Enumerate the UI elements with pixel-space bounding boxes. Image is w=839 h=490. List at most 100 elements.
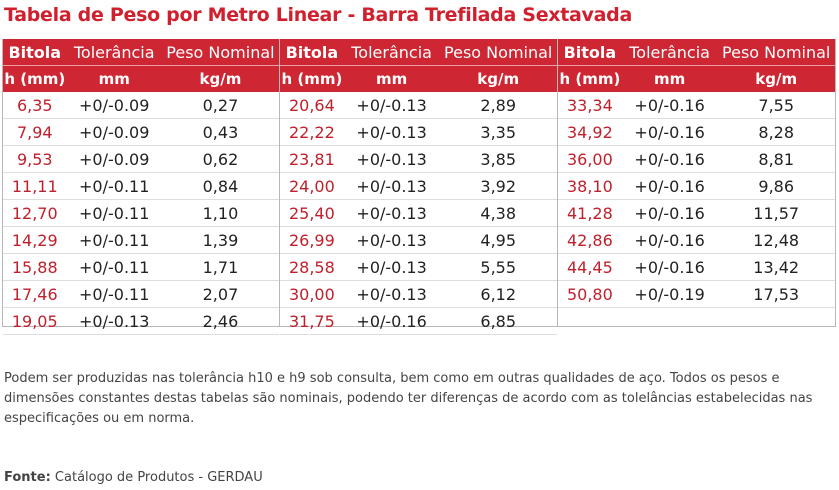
- cell-bitola: 38,10: [566, 176, 613, 196]
- cell-tolerancia: +0/-0.11: [79, 203, 150, 223]
- table-row: 41,28 +0/-0.16 11,57: [558, 200, 835, 227]
- table-row: 7,94 +0/-0.09 0,43: [3, 119, 279, 146]
- table-row: 22,22 +0/-0.13 3,35: [280, 119, 557, 146]
- cell-bitola: 30,00: [288, 284, 335, 304]
- cell-tolerancia: +0/-0.16: [356, 311, 427, 331]
- cell-tolerancia: +0/-0.13: [356, 176, 427, 196]
- cell-bitola: 28,58: [288, 257, 335, 277]
- header-bitola: Bitola: [8, 42, 62, 62]
- cell-tolerancia: +0/-0.11: [79, 230, 150, 250]
- cell-peso: 13,42: [753, 257, 800, 277]
- cell-tolerancia: +0/-0.13: [356, 149, 427, 169]
- table-row: 15,88 +0/-0.11 1,71: [3, 254, 279, 281]
- cell-tolerancia: +0/-0.11: [79, 176, 150, 196]
- cell-peso: 3,92: [480, 176, 517, 196]
- cell-bitola: 12,70: [11, 203, 58, 223]
- cell-peso: 8,81: [758, 149, 795, 169]
- cell-tolerancia: +0/-0.16: [634, 122, 705, 142]
- table-row: 12,70 +0/-0.11 1,10: [3, 200, 279, 227]
- cell-peso: 3,85: [480, 149, 517, 169]
- header-row: Bitola Tolerância Peso Nominal: [280, 39, 557, 65]
- cell-tolerancia: +0/-0.16: [634, 257, 705, 277]
- cell-bitola: 14,29: [11, 230, 58, 250]
- cell-tolerancia: +0/-0.16: [634, 176, 705, 196]
- cell-bitola: 11,11: [11, 176, 58, 196]
- table-row: 50,80 +0/-0.19 17,53: [558, 281, 835, 308]
- unit-tolerancia: mm: [375, 70, 408, 88]
- cell-tolerancia: +0/-0.13: [356, 230, 427, 250]
- cell-peso: 0,62: [202, 149, 239, 169]
- cell-peso: 1,39: [202, 230, 239, 250]
- cell-tolerancia: +0/-0.16: [634, 230, 705, 250]
- cell-peso: 0,27: [202, 95, 239, 115]
- table-row: 36,00 +0/-0.16 8,81: [558, 146, 835, 173]
- header-bitola: Bitola: [563, 42, 617, 62]
- cell-bitola: 15,88: [11, 257, 58, 277]
- cell-tolerancia: +0/-0.13: [356, 95, 427, 115]
- cell-peso: 6,12: [480, 284, 517, 304]
- table-row: 19,05 +0/-0.13 2,46: [3, 308, 279, 335]
- table-row: 26,99 +0/-0.13 4,95: [280, 227, 557, 254]
- table-row: 14,29 +0/-0.11 1,39: [3, 227, 279, 254]
- cell-peso: 1,10: [202, 203, 239, 223]
- cell-bitola: 44,45: [566, 257, 613, 277]
- header-peso-nominal: Peso Nominal: [444, 42, 553, 62]
- table-row: 25,40 +0/-0.13 4,38: [280, 200, 557, 227]
- table-block-2: Bitola Tolerância Peso Nominal h (mm) mm…: [280, 39, 558, 335]
- table-block-3: Bitola Tolerância Peso Nominal h (mm) mm…: [558, 39, 836, 326]
- cell-peso: 5,55: [480, 257, 517, 277]
- table-row: 11,11 +0/-0.11 0,84: [3, 173, 279, 200]
- header-tolerancia: Tolerância: [73, 42, 155, 62]
- cell-peso: 0,84: [202, 176, 239, 196]
- cell-peso: 2,89: [480, 95, 517, 115]
- cell-peso: 4,95: [480, 230, 517, 250]
- cell-bitola: 25,40: [288, 203, 335, 223]
- cell-bitola: 23,81: [288, 149, 335, 169]
- cell-peso: 6,85: [480, 311, 517, 331]
- table-row: 44,45 +0/-0.16 13,42: [558, 254, 835, 281]
- table-row: 33,34 +0/-0.16 7,55: [558, 92, 835, 119]
- cell-peso: 3,35: [480, 122, 517, 142]
- table-row: 31,75 +0/-0.16 6,85: [280, 308, 557, 335]
- cell-tolerancia: +0/-0.09: [79, 95, 150, 115]
- unit-tolerancia: mm: [98, 70, 130, 88]
- cell-tolerancia: +0/-0.13: [356, 284, 427, 304]
- source-line: Fonte: Catálogo de Produtos - GERDAU: [4, 470, 263, 485]
- table-row: 6,35 +0/-0.09 0,27: [3, 92, 279, 119]
- table-row: 34,92 +0/-0.16 8,28: [558, 119, 835, 146]
- page-title: Tabela de Peso por Metro Linear - Barra …: [4, 4, 632, 26]
- cell-tolerancia: +0/-0.09: [79, 122, 150, 142]
- cell-bitola: 31,75: [288, 311, 335, 331]
- unit-peso: kg/m: [199, 70, 242, 88]
- table-row: 30,00 +0/-0.13 6,12: [280, 281, 557, 308]
- header-tolerancia: Tolerância: [629, 42, 710, 62]
- table-row: 23,81 +0/-0.13 3,85: [280, 146, 557, 173]
- cell-peso: 2,46: [202, 311, 239, 331]
- source-text: Catálogo de Produtos - GERDAU: [54, 470, 263, 485]
- cell-peso: 4,38: [480, 203, 517, 223]
- cell-tolerancia: +0/-0.13: [356, 122, 427, 142]
- cell-bitola: 24,00: [288, 176, 335, 196]
- table-block-1: Bitola Tolerância Peso Nominal h (mm) mm…: [2, 39, 280, 335]
- header-row: Bitola Tolerância Peso Nominal: [3, 39, 279, 65]
- cell-peso: 1,71: [202, 257, 239, 277]
- cell-bitola: 41,28: [566, 203, 613, 223]
- unit-row: h (mm) mm kg/m: [558, 65, 835, 92]
- cell-bitola: 33,34: [566, 95, 613, 115]
- header-bitola: Bitola: [285, 42, 339, 62]
- cell-tolerancia: +0/-0.16: [634, 149, 705, 169]
- cell-peso: 0,43: [202, 122, 239, 142]
- cell-tolerancia: +0/-0.11: [79, 257, 150, 277]
- unit-peso: kg/m: [477, 70, 520, 88]
- table-row: 20,64 +0/-0.13 2,89: [280, 92, 557, 119]
- cell-tolerancia: +0/-0.13: [356, 257, 427, 277]
- cell-peso: 8,28: [758, 122, 795, 142]
- unit-row: h (mm) mm kg/m: [3, 65, 279, 92]
- cell-bitola: 19,05: [11, 311, 58, 331]
- cell-tolerancia: +0/-0.19: [634, 284, 705, 304]
- cell-bitola: 9,53: [16, 149, 53, 169]
- cell-bitola: 6,35: [16, 95, 53, 115]
- table-row: 24,00 +0/-0.13 3,92: [280, 173, 557, 200]
- source-label: Fonte:: [4, 470, 51, 485]
- cell-bitola: 20,64: [288, 95, 335, 115]
